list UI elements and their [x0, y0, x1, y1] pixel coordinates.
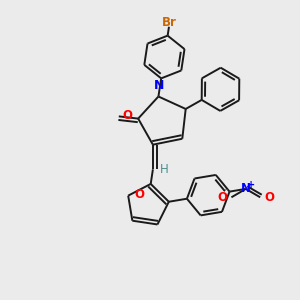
Text: O: O — [264, 191, 274, 204]
Text: ⁻: ⁻ — [223, 188, 228, 197]
Text: H: H — [160, 163, 168, 176]
Text: +: + — [247, 180, 255, 190]
Text: N: N — [241, 182, 251, 195]
Text: N: N — [154, 79, 164, 92]
Text: Br: Br — [162, 16, 177, 29]
Text: O: O — [134, 188, 144, 201]
Text: O: O — [123, 109, 133, 122]
Text: O: O — [217, 191, 227, 204]
